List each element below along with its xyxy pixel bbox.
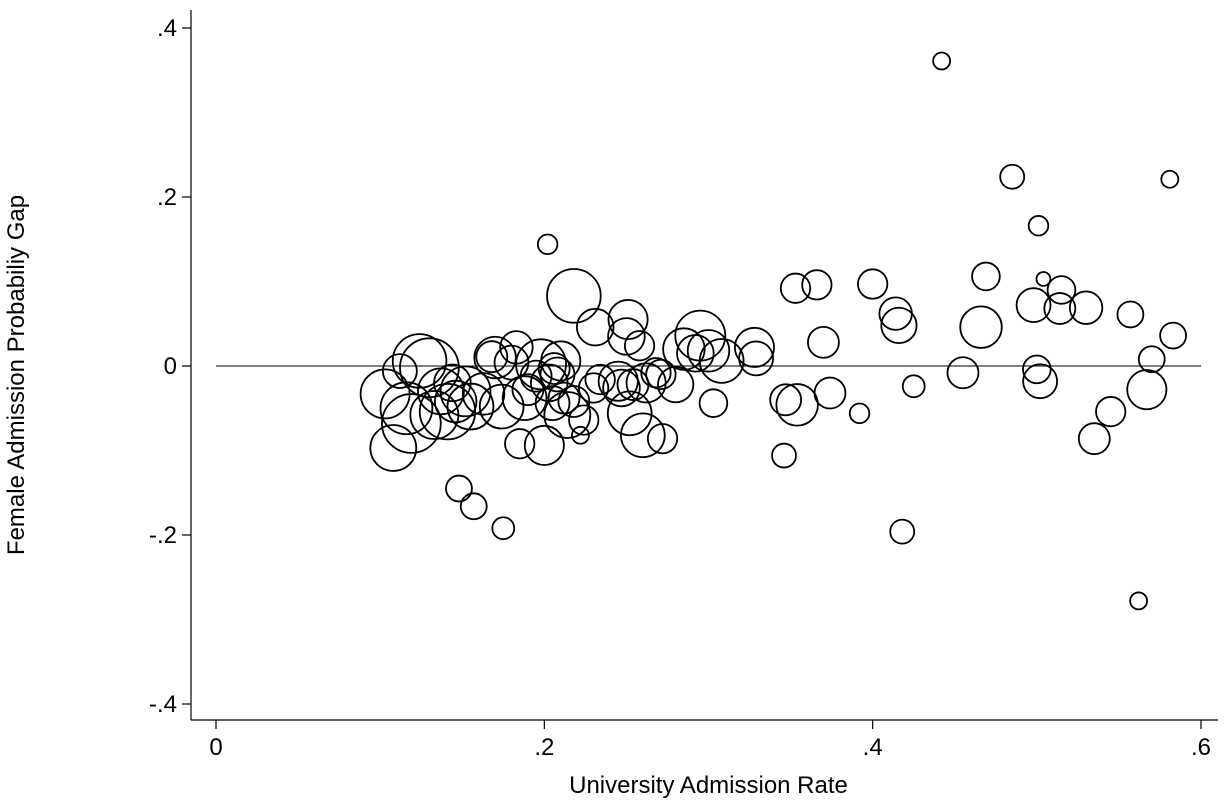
data-point: [433, 379, 478, 424]
data-point: [889, 518, 916, 545]
y-tick-label: .4: [157, 15, 177, 42]
data-point: [439, 365, 492, 418]
data-point: [738, 340, 774, 377]
data-point: [459, 492, 488, 521]
data-point: [515, 338, 567, 391]
bubble-series: [359, 51, 1187, 611]
data-point: [878, 296, 913, 331]
data-point: [602, 368, 641, 408]
x-tick-label: .6: [1191, 734, 1211, 761]
data-point: [946, 356, 980, 390]
data-point: [801, 269, 833, 301]
data-point: [779, 272, 812, 304]
data-point: [646, 423, 679, 455]
data-point: [445, 474, 473, 503]
data-point: [620, 412, 666, 459]
data-point: [369, 424, 418, 472]
data-point: [501, 375, 548, 421]
data-point: [857, 268, 889, 300]
data-point: [568, 404, 600, 436]
data-point: [813, 376, 847, 410]
data-point: [575, 307, 615, 347]
data-point: [971, 261, 1001, 292]
y-tick-label: -.4: [149, 691, 177, 718]
data-point: [607, 299, 649, 341]
axes: -.4 -.2 0 .2 .4 0 .2 .4 .6: [149, 10, 1218, 761]
data-point: [1027, 215, 1050, 237]
data-point: [733, 326, 775, 368]
data-point: [1160, 169, 1180, 189]
data-point: [543, 391, 592, 439]
data-point: [546, 268, 602, 324]
data-point: [473, 335, 517, 380]
data-point: [537, 352, 571, 385]
data-point: [999, 163, 1026, 190]
data-point: [1015, 287, 1052, 324]
data-point: [461, 372, 506, 416]
data-point: [478, 383, 525, 430]
data-point: [1116, 300, 1145, 329]
data-point: [379, 381, 434, 436]
data-point: [607, 317, 646, 356]
data-point: [698, 388, 729, 418]
data-point: [1077, 422, 1111, 456]
data-point: [623, 330, 656, 362]
data-point: [606, 390, 653, 437]
x-tick-label: .2: [534, 734, 554, 761]
data-point: [959, 305, 1003, 349]
data-point: [932, 51, 952, 71]
data-point: [418, 383, 477, 441]
data-point: [519, 359, 553, 393]
y-tick-label: 0: [164, 353, 177, 380]
data-point: [775, 383, 819, 427]
data-point: [491, 516, 516, 541]
data-point: [577, 372, 610, 404]
data-point: [1043, 292, 1077, 325]
data-point: [1129, 591, 1149, 611]
data-point: [662, 327, 706, 371]
data-point: [399, 337, 460, 398]
data-point: [880, 306, 918, 345]
y-axis-title: Female Admission Probabiliy Gap: [3, 195, 30, 555]
data-point: [1159, 321, 1187, 350]
data-point: [571, 425, 590, 445]
data-point: [1137, 345, 1166, 374]
data-point: [807, 325, 840, 359]
data-point: [536, 233, 559, 256]
data-point: [1095, 396, 1127, 428]
data-point: [771, 442, 797, 469]
data-point: [504, 428, 536, 460]
data-point: [523, 424, 565, 466]
data-point: [381, 353, 418, 389]
data-point: [769, 383, 803, 417]
data-point: [391, 333, 448, 389]
data-point: [381, 393, 442, 454]
data-point: [645, 358, 677, 391]
data-point: [1022, 354, 1052, 385]
data-point: [557, 385, 591, 418]
data-point: [686, 329, 731, 373]
data-point: [540, 340, 582, 382]
data-point: [1035, 271, 1052, 287]
data-point: [584, 363, 616, 396]
data-point: [1126, 369, 1168, 411]
x-tick-label: .4: [863, 734, 883, 761]
y-tick-label: .2: [157, 184, 177, 211]
data-point: [901, 374, 926, 399]
data-point: [534, 385, 571, 422]
data-point: [1068, 290, 1104, 325]
y-tick-label: -.2: [149, 522, 177, 549]
data-point: [1022, 363, 1058, 400]
data-point: [657, 366, 695, 404]
data-point: [1046, 275, 1077, 305]
data-point: [475, 340, 509, 374]
data-point: [848, 402, 871, 425]
x-axis-title: University Admission Rate: [569, 772, 848, 799]
data-point: [698, 338, 745, 384]
data-point: [446, 382, 495, 431]
x-tick-label: 0: [209, 734, 222, 761]
